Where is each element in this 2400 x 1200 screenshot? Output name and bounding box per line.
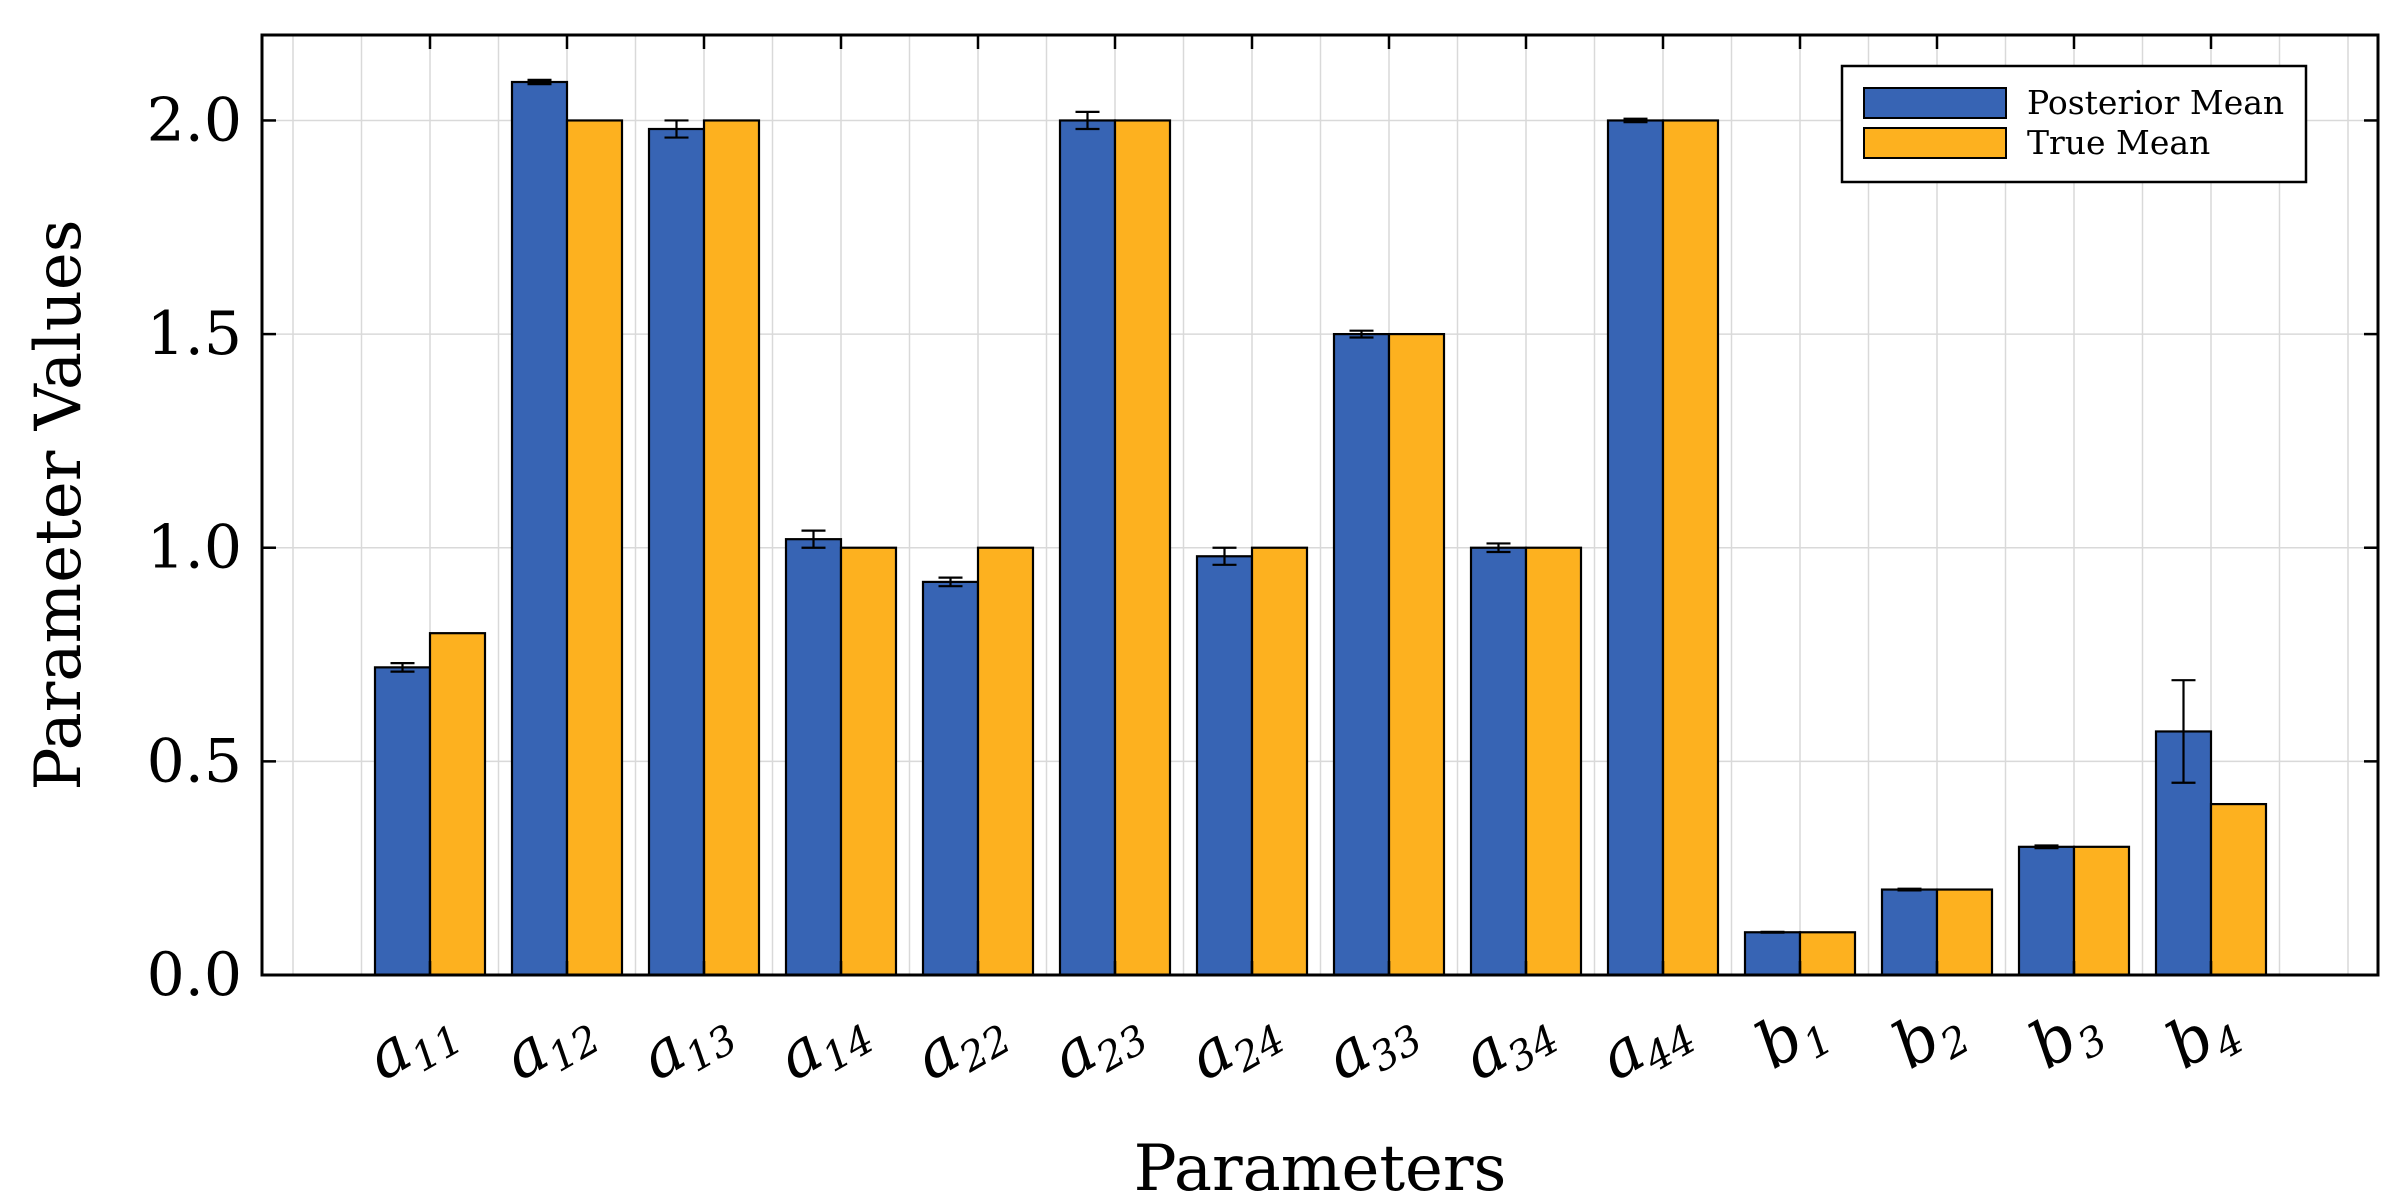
y-tick-label: 0.5 xyxy=(147,726,242,796)
bar-posterior-mean-b3 xyxy=(2017,845,2076,977)
x-tick-label-a33: a33 xyxy=(1313,987,1430,1101)
legend-label-posterior-mean: Posterior Mean xyxy=(2027,83,2284,122)
bar-true-mean-b1 xyxy=(1798,931,1857,977)
bar-posterior-mean-a12 xyxy=(510,80,569,977)
legend-swatch-true-mean xyxy=(1863,127,2007,159)
error-bar-a24 xyxy=(1212,546,1237,566)
error-bar-b1 xyxy=(1760,930,1785,934)
bar-true-mean-a22 xyxy=(976,546,1035,977)
error-bar-a44 xyxy=(1623,117,1648,124)
x-tick-label-a22: a22 xyxy=(902,987,1019,1101)
y-tick-label: 1.0 xyxy=(147,513,242,583)
x-tick-label-b4: b4 xyxy=(2154,987,2252,1089)
bar-true-mean-a34 xyxy=(1524,546,1583,977)
error-bar-b3 xyxy=(2034,844,2059,850)
x-tick-label-a13: a13 xyxy=(628,987,745,1101)
legend-swatch-posterior-mean xyxy=(1863,87,2007,119)
bar-posterior-mean-a22 xyxy=(921,580,980,977)
bar-posterior-mean-a23 xyxy=(1058,119,1117,977)
bar-posterior-mean-a33 xyxy=(1332,332,1391,977)
x-tick-label-b2: b2 xyxy=(1880,987,1978,1089)
bar-true-mean-a11 xyxy=(428,632,487,977)
error-bar-b2 xyxy=(1897,887,1922,892)
bar-true-mean-a33 xyxy=(1387,332,1446,977)
bar-true-mean-b2 xyxy=(1935,888,1994,977)
bar-posterior-mean-a13 xyxy=(647,127,706,977)
x-tick-label-a24: a24 xyxy=(1176,987,1293,1101)
error-bar-a11 xyxy=(390,661,415,673)
bar-posterior-mean-a44 xyxy=(1606,119,1665,977)
y-axis-label: Parameter Values xyxy=(22,219,96,790)
error-bar-a22 xyxy=(938,576,963,588)
bar-true-mean-a24 xyxy=(1250,546,1309,977)
bar-true-mean-b4 xyxy=(2209,802,2268,977)
y-tick-label: 0.0 xyxy=(147,940,242,1010)
y-tick-label: 1.5 xyxy=(147,299,242,369)
bar-true-mean-a23 xyxy=(1113,119,1172,977)
bar-true-mean-a13 xyxy=(702,119,761,977)
bar-posterior-mean-b2 xyxy=(1880,888,1939,977)
bar-true-mean-b3 xyxy=(2072,845,2131,977)
bar-true-mean-a12 xyxy=(565,119,624,977)
plot-frame xyxy=(260,33,2380,977)
x-tick-label-b3: b3 xyxy=(2017,987,2115,1089)
error-bar-a13 xyxy=(664,119,689,139)
error-bar-a12 xyxy=(527,78,552,86)
bar-posterior-mean-a14 xyxy=(784,538,843,977)
x-axis-label: Parameters xyxy=(1134,1132,1507,1200)
error-bars xyxy=(390,78,2196,934)
x-tick-label-b1: b1 xyxy=(1743,987,1841,1089)
x-tick-label-a23: a23 xyxy=(1039,987,1156,1101)
bar-posterior-mean-a11 xyxy=(373,666,432,977)
y-tick-label: 2.0 xyxy=(147,85,242,155)
y-axis-ticks: 0.0 0.5 1.0 1.5 2.0 xyxy=(147,85,2378,1010)
bar-posterior-mean-b1 xyxy=(1743,931,1802,977)
bar-true-mean-a44 xyxy=(1661,119,1720,977)
error-bar-a34 xyxy=(1486,542,1511,554)
bars xyxy=(373,80,2268,977)
legend-label-true-mean: True Mean xyxy=(2027,123,2210,162)
error-bar-a14 xyxy=(801,529,826,549)
x-tick-label-a11: a11 xyxy=(354,987,471,1101)
legend-box xyxy=(1840,64,2308,184)
legend: Posterior Mean True Mean xyxy=(1840,64,2308,184)
x-tick-label-a44: a44 xyxy=(1587,987,1704,1101)
bar-posterior-mean-a34 xyxy=(1469,546,1528,977)
x-tick-label-a12: a12 xyxy=(491,987,608,1101)
error-bar-b4 xyxy=(2171,679,2196,784)
bar-posterior-mean-a24 xyxy=(1195,555,1254,977)
bar-true-mean-a14 xyxy=(839,546,898,977)
x-tick-label-a34: a34 xyxy=(1450,987,1567,1101)
x-tick-label-a14: a14 xyxy=(765,987,882,1101)
error-bar-a33 xyxy=(1349,329,1374,339)
error-bar-a23 xyxy=(1075,110,1100,131)
